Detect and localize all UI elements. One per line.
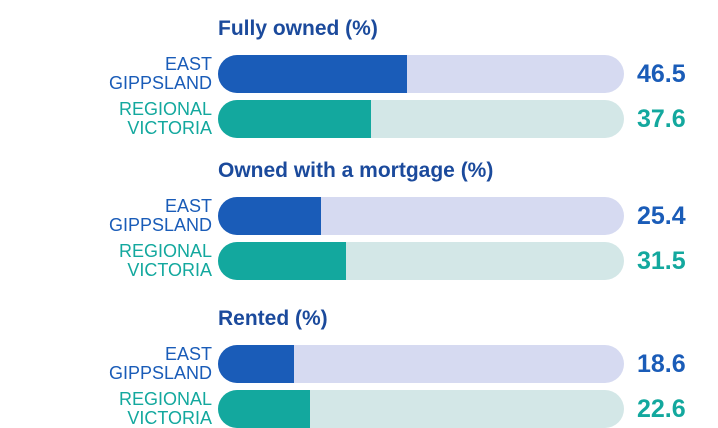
bar-track xyxy=(218,390,624,428)
value-label: 46.5 xyxy=(637,59,686,88)
value-label: 31.5 xyxy=(637,246,686,275)
category-text: EAST GIPPSLAND xyxy=(108,196,212,235)
bar-track xyxy=(218,242,624,280)
category-label: REGIONAL VICTORIA xyxy=(52,100,212,138)
bar-track xyxy=(218,345,624,383)
category-label: REGIONAL VICTORIA xyxy=(52,242,212,280)
bar-track xyxy=(218,55,624,93)
bar xyxy=(218,242,346,280)
bar-track xyxy=(218,100,624,138)
category-label: EAST GIPPSLAND xyxy=(52,345,212,383)
value-label: 22.6 xyxy=(637,394,686,423)
category-label: EAST GIPPSLAND xyxy=(52,55,212,93)
bar xyxy=(218,197,322,235)
group-title: Rented (%) xyxy=(218,307,328,330)
value-label: 18.6 xyxy=(637,349,686,378)
value-label: 37.6 xyxy=(637,104,686,133)
bar xyxy=(218,55,407,93)
bar xyxy=(218,100,371,138)
bar-track xyxy=(218,197,624,235)
group-title: Owned with a mortgage (%) xyxy=(218,159,494,182)
category-text: REGIONAL VICTORIA xyxy=(118,99,212,138)
category-text: REGIONAL VICTORIA xyxy=(118,389,212,428)
bar xyxy=(218,390,310,428)
category-text: EAST GIPPSLAND xyxy=(108,344,212,383)
category-text: EAST GIPPSLAND xyxy=(108,54,212,93)
group-title: Fully owned (%) xyxy=(218,17,378,40)
value-label: 25.4 xyxy=(637,201,686,230)
category-label: EAST GIPPSLAND xyxy=(52,197,212,235)
bar xyxy=(218,345,294,383)
category-text: REGIONAL VICTORIA xyxy=(118,241,212,280)
category-label: REGIONAL VICTORIA xyxy=(52,390,212,428)
